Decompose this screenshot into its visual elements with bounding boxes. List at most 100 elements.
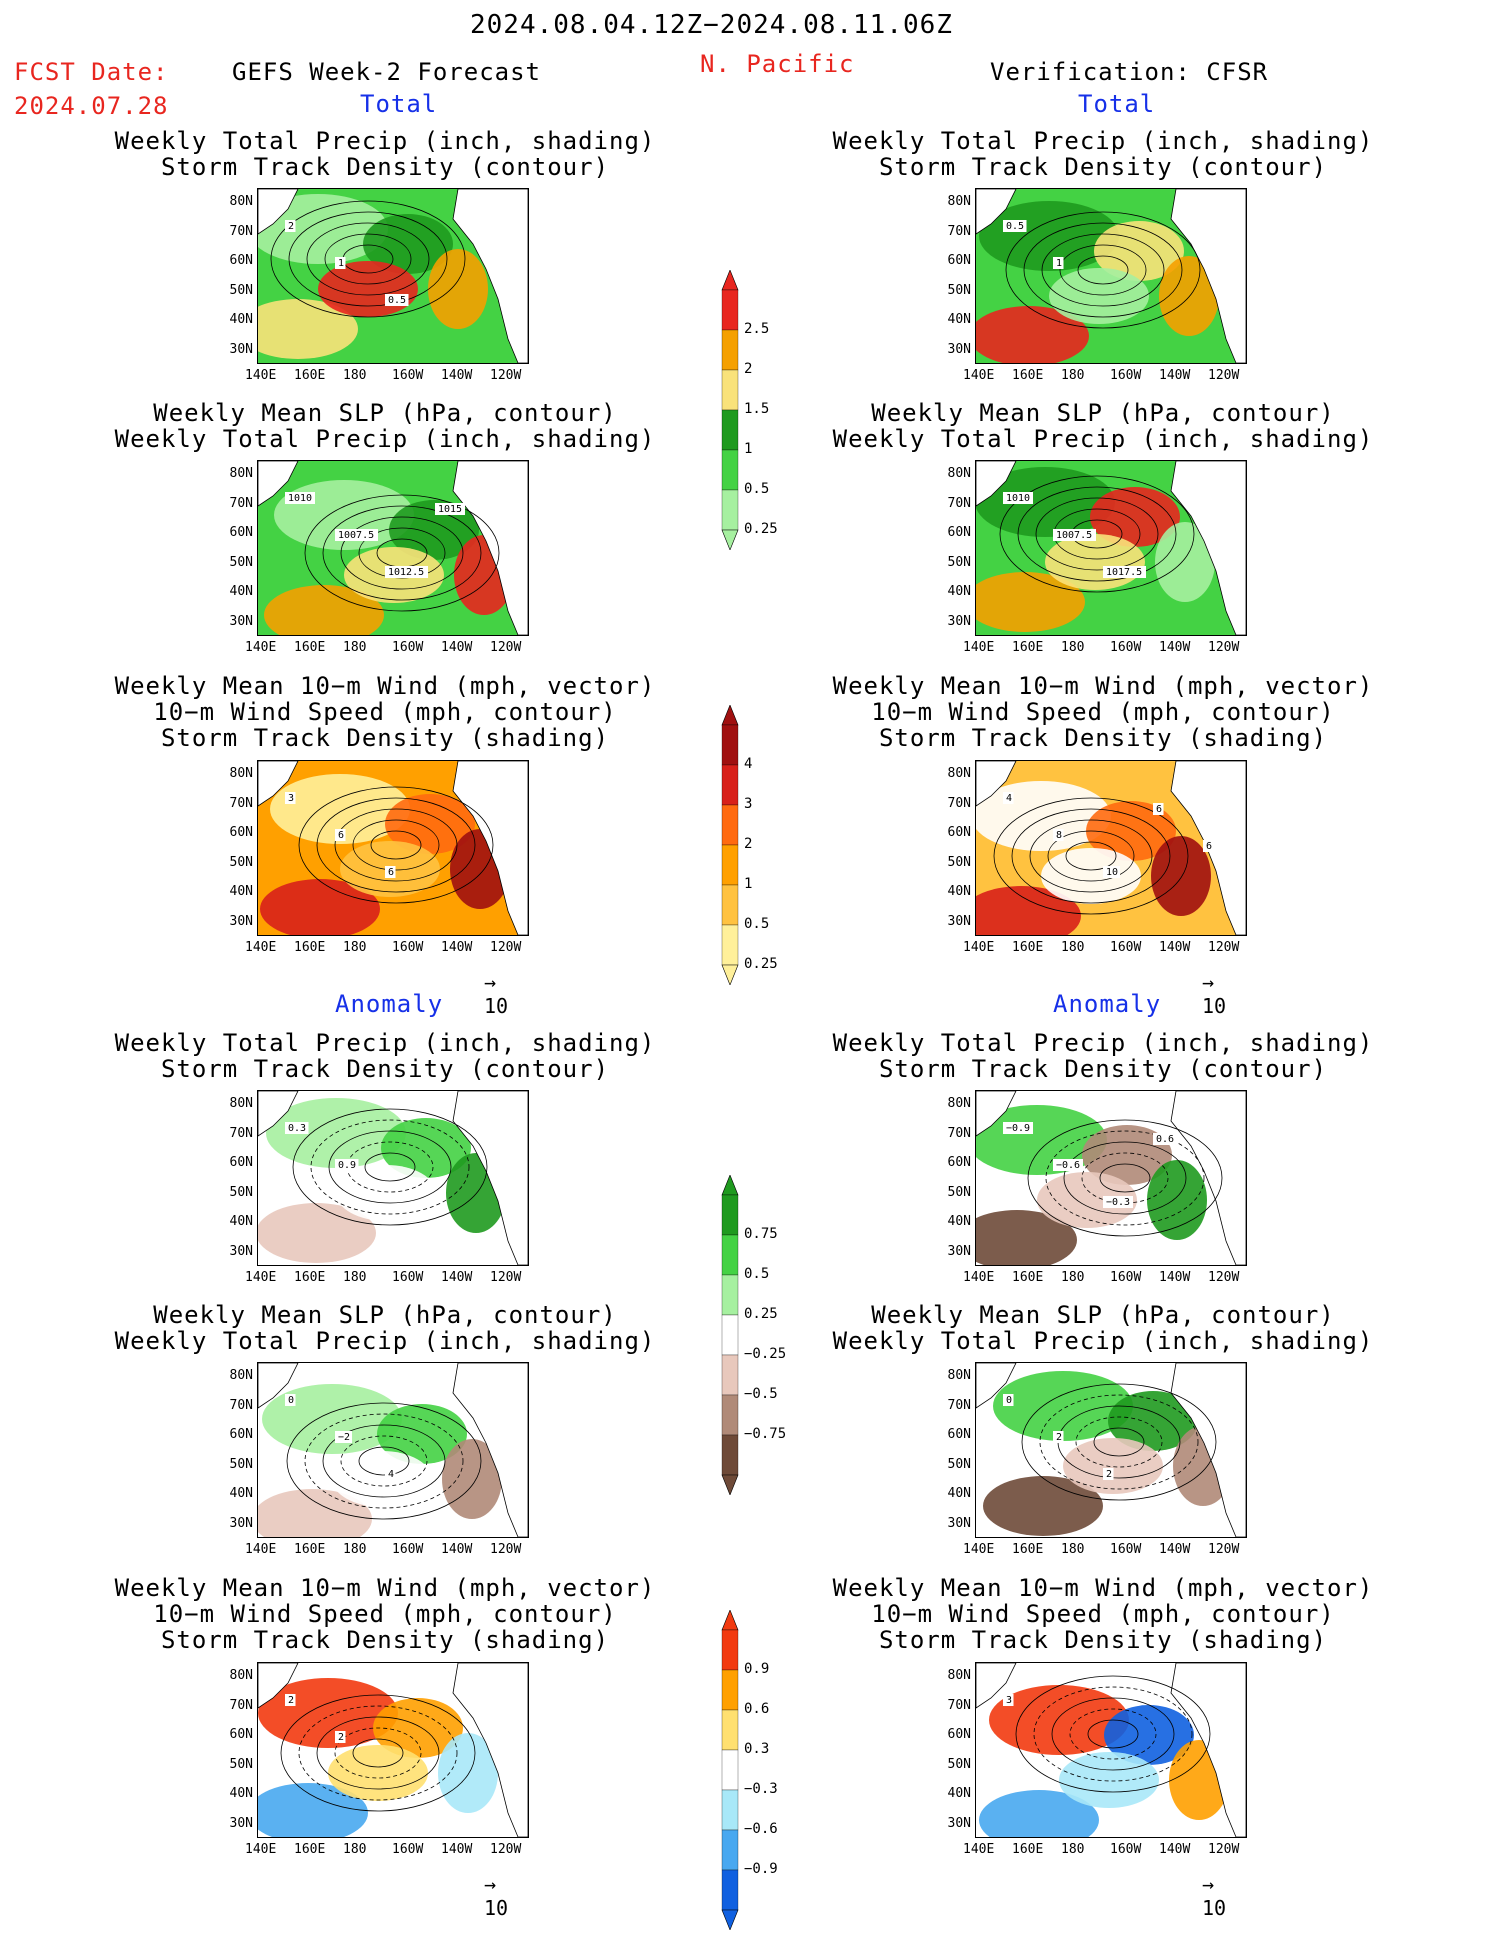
shading-region xyxy=(1151,836,1211,916)
lat-tick-label: 50N xyxy=(947,554,971,570)
colorbar-label: −0.3 xyxy=(744,1781,778,1797)
panel-12-title: Weekly Mean 10−m Wind (mph, vector) 10−m… xyxy=(832,1574,1374,1654)
shading-region xyxy=(1147,1160,1207,1240)
colorbar-label: 0.3 xyxy=(744,1741,770,1757)
shading-region xyxy=(1108,1391,1198,1451)
shading-region xyxy=(381,1118,471,1178)
contour-line xyxy=(340,1435,428,1487)
lon-tick-label: 140E xyxy=(245,368,277,383)
lon-tick-label: 120W xyxy=(1208,940,1240,955)
left-column-title: GEFS Week-2 Forecast xyxy=(232,58,541,86)
lon-tick-label: 180 xyxy=(343,1542,367,1557)
lon-tick-label: 140W xyxy=(441,1542,473,1557)
contour-label: −0.6 xyxy=(1056,1160,1080,1171)
map-panel-4: 1010 1007.5 1017.5 xyxy=(975,460,1247,636)
lat-tick-label: 40N xyxy=(229,584,253,599)
lat-tick-label: 70N xyxy=(947,795,971,811)
lat-tick-label: 40N xyxy=(947,312,971,327)
contour-line xyxy=(1033,1686,1193,1782)
lat-tick-label: 70N xyxy=(947,495,971,511)
contour-label: 6 xyxy=(1206,841,1212,852)
contour-line xyxy=(1047,830,1135,882)
contour-line xyxy=(1021,1383,1217,1501)
colorbar-segment xyxy=(721,289,739,331)
lon-tick-label: 140W xyxy=(441,1842,473,1857)
contour-line xyxy=(1011,808,1171,904)
contour-line xyxy=(292,1108,488,1226)
lon-tick-label: 160W xyxy=(1110,1542,1142,1557)
lat-tick-label: 70N xyxy=(947,1397,971,1413)
lon-tick-label: 160E xyxy=(294,368,326,383)
colorbar-label: 2 xyxy=(744,836,753,852)
lon-tick-label: 140W xyxy=(1159,1542,1191,1557)
contour-line xyxy=(1069,1708,1157,1760)
contour-label: 8 xyxy=(1056,830,1062,841)
contour-line xyxy=(286,1402,482,1520)
coastline-asia xyxy=(976,461,1017,507)
colorbar-segment xyxy=(721,804,739,846)
lon-tick-label: 160E xyxy=(1012,1842,1044,1857)
lat-tick-label: 60N xyxy=(947,1727,971,1742)
coastline-asia xyxy=(976,1363,1017,1409)
map-panel-10: 0 2 2 xyxy=(975,1362,1247,1538)
contour-line xyxy=(352,1738,404,1768)
lat-tick-label: 70N xyxy=(229,1697,253,1713)
lat-tick-label: 70N xyxy=(947,1697,971,1713)
vector-ref-4: → 10 xyxy=(1202,1872,1227,1920)
lat-tick-label: 50N xyxy=(947,1456,971,1472)
right-anomaly-label: Anomaly xyxy=(1053,990,1162,1018)
lon-tick-label: 140E xyxy=(963,640,995,655)
contour-label: 0 xyxy=(288,1395,294,1406)
lat-tick-label: 50N xyxy=(229,1456,253,1472)
lat-tick-label: 60N xyxy=(947,1427,971,1442)
lat-tick-label: 40N xyxy=(947,584,971,599)
lat-tick-label: 40N xyxy=(947,1786,971,1801)
colorbar-label: 1.5 xyxy=(744,401,770,417)
lat-tick-label: 30N xyxy=(947,613,971,629)
contour-line xyxy=(322,1424,446,1498)
colorbar-label: 0.25 xyxy=(744,521,778,537)
coastline-north-america xyxy=(452,1363,528,1537)
lat-tick-label: 60N xyxy=(947,253,971,268)
coastline-asia xyxy=(258,189,299,235)
lon-tick-label: 140E xyxy=(963,1542,995,1557)
lat-tick-label: 80N xyxy=(947,466,971,481)
lat-tick-label: 80N xyxy=(229,194,253,209)
lon-tick-label: 140W xyxy=(1159,940,1191,955)
colorbar-segment xyxy=(721,329,739,371)
lat-tick-label: 40N xyxy=(229,1786,253,1801)
lon-tick-label: 180 xyxy=(1061,1542,1085,1557)
contour-line xyxy=(298,786,494,904)
contour-label: 1015 xyxy=(438,504,462,515)
lat-tick-label: 80N xyxy=(947,1368,971,1383)
colorbar-label: 3 xyxy=(744,796,753,812)
lat-tick-label: 40N xyxy=(229,312,253,327)
contour-line xyxy=(1075,1416,1163,1468)
contour-line xyxy=(1051,1697,1175,1771)
coastline-north-america xyxy=(1170,1363,1246,1537)
lon-tick-label: 160W xyxy=(392,640,424,655)
colorbar-segment xyxy=(721,369,739,411)
contour-label: 6 xyxy=(388,867,394,878)
lon-tick-label: 160W xyxy=(1110,368,1142,383)
coastline-asia xyxy=(258,761,299,807)
shading-region xyxy=(993,1371,1133,1441)
lon-tick-label: 180 xyxy=(1061,368,1085,383)
lat-tick-label: 70N xyxy=(229,795,253,811)
lat-tick-label: 70N xyxy=(229,1397,253,1413)
lon-tick-label: 140W xyxy=(1159,1842,1191,1857)
shading-region xyxy=(328,1745,428,1801)
lon-tick-label: 140W xyxy=(1159,640,1191,655)
contour-label: 0.9 xyxy=(338,1160,356,1171)
panel-8-title: Weekly Total Precip (inch, shading) Stor… xyxy=(832,1029,1374,1083)
contour-line xyxy=(328,1130,452,1204)
lat-tick-label: 80N xyxy=(947,1096,971,1111)
lon-tick-label: 160W xyxy=(392,1270,424,1285)
colorbar-segment xyxy=(721,924,739,966)
colorbar-label: 0.25 xyxy=(744,956,778,972)
contour-line xyxy=(993,797,1189,915)
lat-tick-label: 60N xyxy=(947,1155,971,1170)
shading-region xyxy=(1041,848,1141,904)
colorbar-label: 0.25 xyxy=(744,1306,778,1322)
contour-label: 2 xyxy=(1056,1432,1062,1443)
